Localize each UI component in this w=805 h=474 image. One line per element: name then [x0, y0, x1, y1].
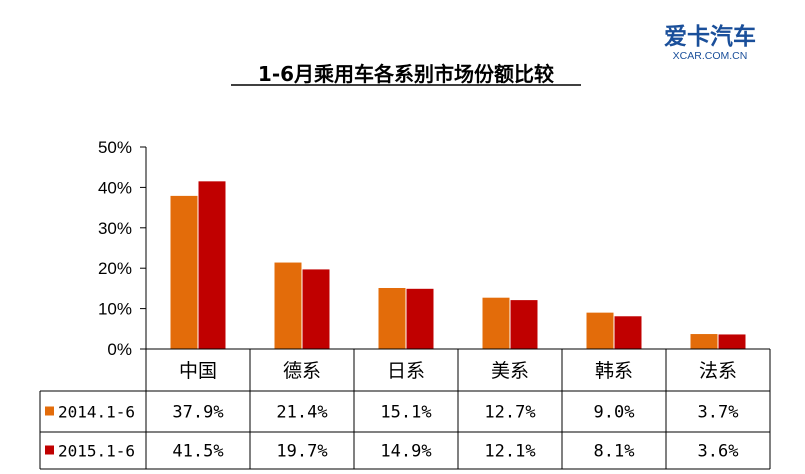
y-tick-label: 0% — [107, 340, 132, 359]
data-label: 19.7% — [276, 442, 327, 462]
bar-2015.1-6-韩系 — [614, 316, 642, 349]
bar-2015.1-6-美系 — [510, 300, 538, 349]
logo-text: 爱卡汽车 — [664, 23, 756, 50]
data-label: 3.6% — [698, 442, 739, 462]
y-tick-label: 50% — [98, 138, 132, 157]
category-label: 德系 — [283, 360, 321, 382]
bar-2014.1-6-法系 — [690, 334, 718, 349]
bar-2015.1-6-日系 — [406, 288, 434, 349]
y-tick-label: 20% — [98, 259, 132, 278]
logo-subtext: XCAR.COM.CN — [673, 50, 748, 62]
legend-label: 2015.1-6 — [58, 442, 135, 461]
category-label: 法系 — [699, 360, 737, 382]
bar-2014.1-6-德系 — [274, 262, 302, 349]
bars-layer — [170, 181, 746, 349]
data-label: 12.7% — [484, 403, 535, 423]
data-label: 15.1% — [380, 403, 431, 423]
bar-2015.1-6-德系 — [302, 269, 330, 349]
data-label: 12.1% — [484, 442, 535, 462]
data-label: 9.0% — [594, 403, 635, 423]
legend-swatch — [45, 445, 54, 455]
chart-title: 1-6月乘用车各系别市场份额比较 — [258, 62, 554, 86]
data-table: 中国 德系 日系 美系 韩系 法系 2014.1-6 37.9% 21.4% 15.1% 12.7%… — [39, 348, 771, 470]
bar-2015.1-6-中国 — [198, 181, 226, 349]
category-label: 中国 — [179, 360, 217, 382]
data-label: 41.5% — [172, 442, 223, 462]
legend-label: 2014.1-6 — [58, 403, 135, 422]
data-label: 21.4% — [276, 403, 327, 423]
category-label: 日系 — [387, 360, 425, 382]
y-tick-label: 30% — [98, 219, 132, 238]
bar-2014.1-6-中国 — [170, 195, 198, 349]
y-tick-label: 40% — [98, 178, 132, 197]
data-label: 14.9% — [380, 442, 431, 462]
y-tick-label: 10% — [98, 300, 132, 319]
legend-swatch — [45, 406, 54, 416]
bar-2015.1-6-法系 — [718, 334, 746, 349]
data-label: 37.9% — [172, 403, 223, 423]
bar-2014.1-6-日系 — [378, 287, 406, 349]
data-label: 3.7% — [698, 403, 739, 423]
bar-2014.1-6-韩系 — [586, 312, 614, 349]
bar-2014.1-6-美系 — [482, 297, 510, 349]
category-label: 韩系 — [595, 360, 633, 382]
category-label: 美系 — [491, 360, 529, 382]
data-label: 8.1% — [594, 442, 635, 462]
y-axis: 0% 10% 20% 30% 40% 50% — [98, 138, 147, 359]
